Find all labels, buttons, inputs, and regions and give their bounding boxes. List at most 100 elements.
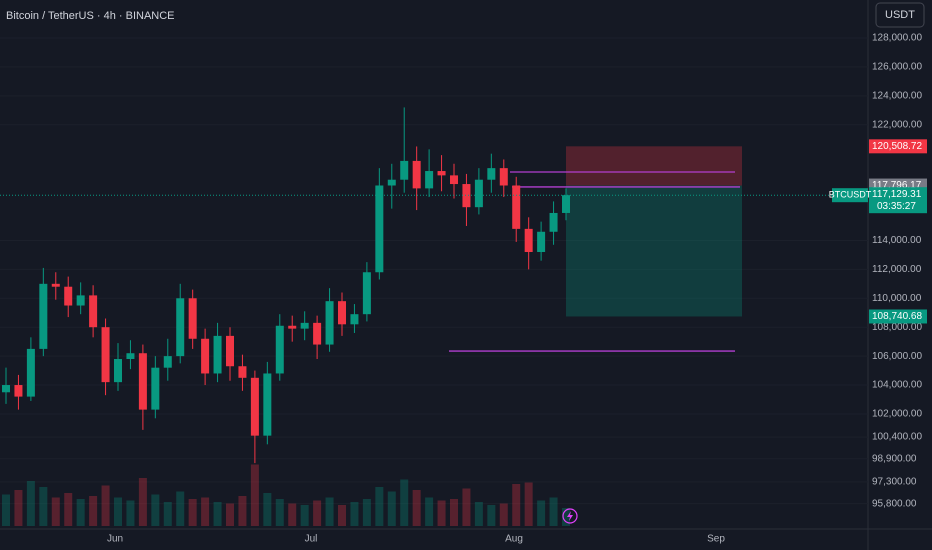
candle-body xyxy=(537,231,546,253)
volume-bar xyxy=(350,502,359,526)
y-tick-label: 124,000.00 xyxy=(872,90,922,101)
candle-body xyxy=(288,325,297,329)
candle-body xyxy=(313,322,322,345)
volume-bar xyxy=(549,497,558,526)
volume-bar xyxy=(39,487,48,526)
candle-body xyxy=(176,298,185,357)
candle-body xyxy=(201,338,210,374)
volume-bar xyxy=(188,499,197,526)
y-tick-label: 114,000.00 xyxy=(872,235,922,246)
stop-label: 120,508.72 xyxy=(872,141,922,152)
y-tick-label: 97,300.00 xyxy=(872,477,917,488)
candle-body xyxy=(64,286,73,306)
volume-bar xyxy=(275,499,284,526)
volume-bar xyxy=(2,494,10,526)
target-label: 108,740.68 xyxy=(872,311,922,322)
stop-zone xyxy=(566,146,742,186)
candle-body xyxy=(300,322,309,329)
volume-bar xyxy=(26,481,35,526)
volume-bar xyxy=(313,500,322,526)
candle-body xyxy=(450,175,458,185)
x-tick-label: Aug xyxy=(505,534,523,545)
candle-body xyxy=(549,212,558,232)
volume-bar xyxy=(138,478,147,526)
y-tick-label: 122,000.00 xyxy=(872,119,922,130)
volume-bar xyxy=(524,482,533,526)
volume-bar xyxy=(51,497,60,526)
candle-body xyxy=(250,377,259,436)
volume-bar xyxy=(126,500,135,526)
symbol-tag: BTCUSDT xyxy=(829,190,872,200)
candle-body xyxy=(412,160,421,189)
last-price-label: 117,129.31 xyxy=(872,189,922,200)
x-tick-label: Sep xyxy=(707,534,725,545)
currency-label: USDT xyxy=(885,9,915,21)
candle-body xyxy=(101,327,110,383)
candle-body xyxy=(474,179,483,208)
countdown-label: 03:35:27 xyxy=(877,201,916,212)
volume-bar xyxy=(213,502,222,526)
candle-body xyxy=(387,179,396,186)
x-tick-label: Jul xyxy=(305,534,318,545)
candle-body xyxy=(375,185,384,273)
y-tick-label: 95,800.00 xyxy=(872,498,917,509)
volume-bar xyxy=(462,488,471,526)
candle-body xyxy=(512,185,521,229)
volume-bar xyxy=(338,505,346,526)
candle-body xyxy=(499,168,508,186)
alert-icon[interactable] xyxy=(562,508,578,524)
entry-label: 117,796.17 xyxy=(872,180,922,191)
volume-bar xyxy=(400,479,409,526)
alert-icon-bolt xyxy=(567,511,573,521)
candle-body xyxy=(163,356,172,368)
candle-body xyxy=(138,353,147,410)
volume-bar xyxy=(64,493,73,526)
volume-bar xyxy=(151,494,160,526)
volume-bar xyxy=(89,496,98,526)
candle-body xyxy=(151,367,160,410)
candle-body xyxy=(114,359,122,383)
candle-body xyxy=(524,228,533,253)
symbol-title: Bitcoin / TetherUS · 4h · BINANCE xyxy=(6,10,175,22)
candle-body xyxy=(51,283,60,287)
last-price-bg xyxy=(869,187,927,214)
candle-body xyxy=(213,335,222,374)
candle-body xyxy=(338,301,346,325)
candle-body xyxy=(562,195,570,213)
candle-body xyxy=(76,295,85,306)
y-tick-label: 100,400.00 xyxy=(872,432,922,443)
volume-bar xyxy=(562,508,570,526)
volume-bar xyxy=(425,497,434,526)
candle-body xyxy=(126,353,135,360)
stop-label-bg xyxy=(869,139,927,154)
currency-button[interactable] xyxy=(875,2,925,28)
y-tick-label: 106,000.00 xyxy=(872,351,922,362)
volume-bar xyxy=(375,487,384,526)
volume-bar xyxy=(226,503,234,526)
candle-body xyxy=(39,283,48,349)
volume-bar xyxy=(437,500,446,526)
volume-bar xyxy=(450,499,458,526)
volume-bar xyxy=(487,505,496,526)
volume-bar xyxy=(499,503,508,526)
volume-bar xyxy=(300,505,309,526)
volume-bar xyxy=(263,493,272,526)
target-zone xyxy=(566,185,742,317)
volume-bar xyxy=(537,500,546,526)
y-tick-label: 110,000.00 xyxy=(872,293,922,304)
candle-body xyxy=(437,171,446,176)
candle-body xyxy=(362,272,371,315)
symbol-tag-bg xyxy=(832,188,868,203)
candle-body xyxy=(400,160,409,180)
volume-bar xyxy=(412,490,421,526)
volume-bar xyxy=(325,497,334,526)
candle-body xyxy=(89,295,98,328)
volume-bar xyxy=(250,464,259,526)
candle-body xyxy=(487,168,496,180)
volume-bar xyxy=(512,484,521,526)
x-tick-label: Jun xyxy=(107,534,123,545)
candle-body xyxy=(425,171,434,189)
y-tick-label: 102,000.00 xyxy=(872,409,922,420)
candle-body xyxy=(462,184,471,208)
